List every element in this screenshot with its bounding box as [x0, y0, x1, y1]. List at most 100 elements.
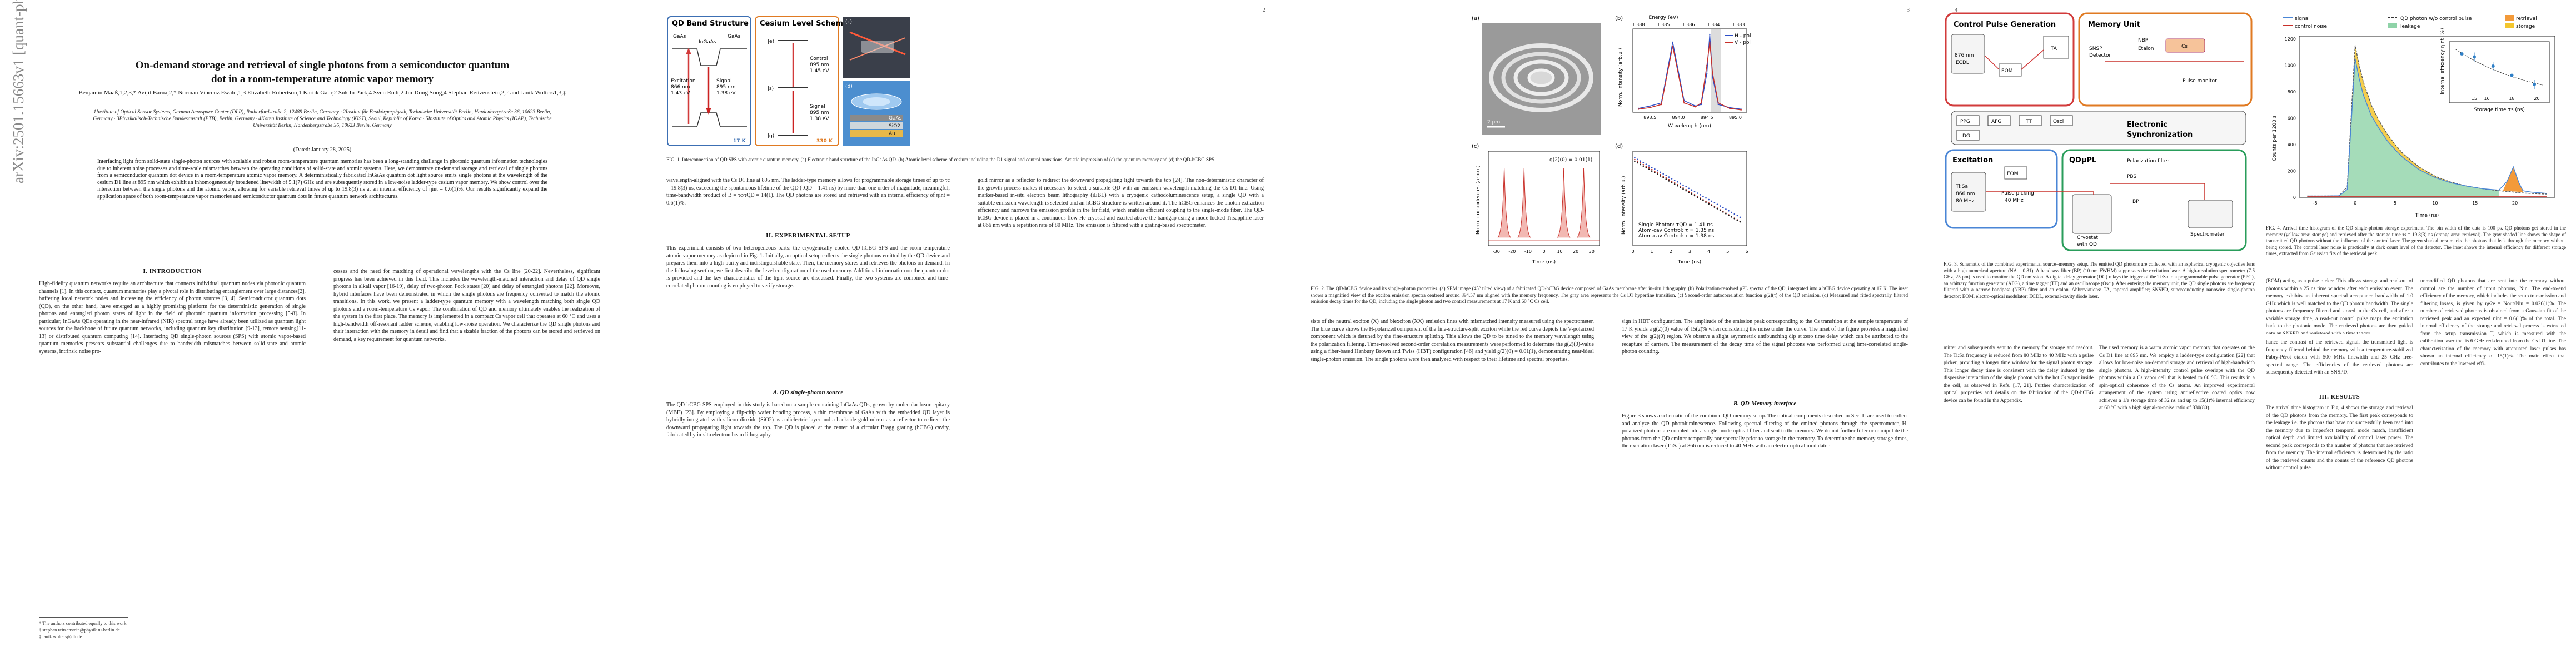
- wavelength-tick: 895.0: [1729, 115, 1742, 120]
- spectrum-series-0: [1638, 34, 1741, 110]
- etalon-label: Etalon: [2138, 46, 2154, 52]
- decay-point: [1634, 158, 1636, 161]
- title-line-2: dot in a room-temperature atomic vapor m…: [211, 73, 434, 85]
- spectrum-point: [1709, 33, 1711, 36]
- decay-axes: [1632, 151, 1747, 246]
- qd-photon-line: [2307, 45, 2547, 197]
- decay-point: [1651, 170, 1653, 172]
- page-3-right-text: sign in HBT configuration. The amplitude…: [1622, 318, 1908, 355]
- decay-point: [1673, 180, 1676, 181]
- figure-4: signal control noise QD photon w/o contr…: [2266, 11, 2566, 222]
- decay-tick: 3: [1688, 249, 1691, 254]
- decay-point: [1708, 203, 1710, 205]
- title-line-1: On-demand storage and retrieval of singl…: [135, 59, 510, 71]
- layer-sio-bar: [850, 122, 903, 129]
- legend-leakage: leakage: [2400, 24, 2420, 29]
- footnote-divider: [39, 617, 128, 618]
- tisa-rate: 80 MHz: [1956, 198, 1975, 204]
- decay-point: [1682, 187, 1684, 189]
- pol-filter-label: Polarization filter: [2127, 158, 2169, 164]
- decay-y-label: Norm. intensity (arb.u.): [1621, 176, 1627, 235]
- setup-text: This experiment consists of two heteroge…: [666, 245, 950, 289]
- decay-tick: 6: [1745, 249, 1748, 254]
- panel-c-cell: [861, 41, 894, 53]
- spectrum-point: [1638, 108, 1640, 110]
- decay-point: [1696, 192, 1698, 194]
- state-s: |s⟩: [768, 86, 774, 92]
- fig4-y-label: Counts per 1200 s: [2272, 115, 2278, 161]
- spectrum-point: [1661, 103, 1662, 106]
- g2-tick: 10: [1557, 249, 1562, 254]
- arxiv-identifier[interactable]: arXiv:2501.15663v1 [quant-ph] 26 Jan 202…: [10, 0, 27, 183]
- qdupl-title: QDµPL: [2069, 156, 2096, 165]
- tisa-nm: 866 nm: [1956, 191, 1975, 197]
- fig4-x-tick: 5: [2394, 201, 2396, 206]
- decay-point: [1719, 205, 1721, 207]
- panel-c-label: (c): [1472, 143, 1479, 150]
- excitation-title: Excitation: [1952, 156, 1993, 165]
- dg-box: [1956, 130, 1980, 141]
- picking-label: Pulse picking: [2001, 191, 2034, 196]
- spectrum-point: [1700, 103, 1702, 106]
- decay-point: [1736, 219, 1738, 221]
- page-3-left-text: sists of the neutral exciton (X) and bie…: [1311, 318, 1594, 362]
- inset-point: [2473, 55, 2476, 59]
- spectrum-point: [1709, 41, 1711, 43]
- decay-legend-1: Single Photon: τQD = 1.41 ns: [1638, 222, 1713, 228]
- decay-point: [1640, 160, 1641, 162]
- decay-point: [1702, 200, 1704, 202]
- decay-point: [1660, 175, 1661, 177]
- page-2-left-intro: wavelength-aligned with the Cs D1 line a…: [666, 177, 950, 206]
- decay-point: [1705, 201, 1707, 203]
- section-heading-introduction: I. INTRODUCTION: [143, 268, 202, 275]
- decay-point: [1731, 216, 1732, 218]
- decay-point: [1665, 175, 1667, 177]
- decay-point: [1677, 183, 1678, 186]
- decay-point: [1645, 163, 1647, 165]
- page-4-bottom-left: hance the contrast of the retrieved sign…: [2266, 340, 2413, 375]
- decay-point: [1725, 208, 1727, 210]
- fig4-legend: signal control noise QD photon w/o contr…: [2283, 15, 2537, 29]
- legend-qd-photon: QD photon w/o control pulse: [2400, 16, 2472, 22]
- figure-4-svg: signal control noise QD photon w/o contr…: [2272, 15, 2555, 218]
- fig4-y-tick: 200: [2288, 169, 2296, 174]
- decay-point: [1671, 178, 1673, 180]
- footnote-3[interactable]: ‡ janik.wolters@dlr.de: [39, 634, 82, 639]
- control-beam: [1984, 49, 2044, 70]
- g2-value-label: g(2)(0) = 0.01(1): [1549, 157, 1592, 163]
- decay-point: [1651, 168, 1653, 171]
- g2-tick: -30: [1493, 249, 1500, 254]
- ppg-label: PPG: [1960, 119, 1970, 125]
- tisa-label: Ti:Sa: [1955, 184, 1968, 190]
- decay-point: [1716, 203, 1718, 206]
- decay-point: [1637, 158, 1638, 161]
- decay-point: [1668, 176, 1670, 178]
- snsp-label: SNSP: [2089, 46, 2102, 52]
- afg-box: [1987, 115, 2011, 126]
- energy-tick: 1.386: [1682, 22, 1695, 27]
- figure-3: Control Pulse Generation 876 nm ECDL EOM…: [1944, 11, 2255, 256]
- page-number: 3: [1906, 7, 1910, 13]
- decay-point: [1668, 180, 1670, 182]
- picking-rate: 40 MHz: [2005, 198, 2024, 203]
- footnote-2[interactable]: † stephan.reitzenstein@physik.tu-berlin.…: [39, 627, 120, 633]
- spectrum-series-1: [1638, 42, 1741, 111]
- figure-2-caption: FIG. 2. The QD-hCBG device and its singl…: [1311, 286, 1908, 304]
- decay-point: [1739, 216, 1741, 218]
- qd-source-text: The QD-hCBG SPS employed in this study i…: [666, 402, 950, 438]
- decay-point: [1725, 213, 1727, 215]
- figure-1: QD Band Structure GaAs GaAs InGaAs Excit…: [666, 16, 978, 149]
- inset-point: [2491, 64, 2495, 68]
- spectrum-point: [1683, 102, 1685, 104]
- bp-label: BP: [2132, 199, 2139, 205]
- decay-legend-2: Atom-cav Control: τ = 1.35 ns: [1638, 228, 1714, 233]
- eom2-box: [2004, 166, 2027, 180]
- panel-d-bullseye-inner: [863, 97, 890, 106]
- g2-peak: [1557, 167, 1571, 238]
- inset-x-tick: 18: [2509, 96, 2514, 101]
- decay-point: [1662, 177, 1664, 178]
- wavelength-tick: 894.0: [1672, 115, 1685, 120]
- spectrum-point: [1717, 103, 1719, 106]
- decay-point: [1660, 173, 1661, 176]
- pbs-label: PBS: [2127, 174, 2136, 180]
